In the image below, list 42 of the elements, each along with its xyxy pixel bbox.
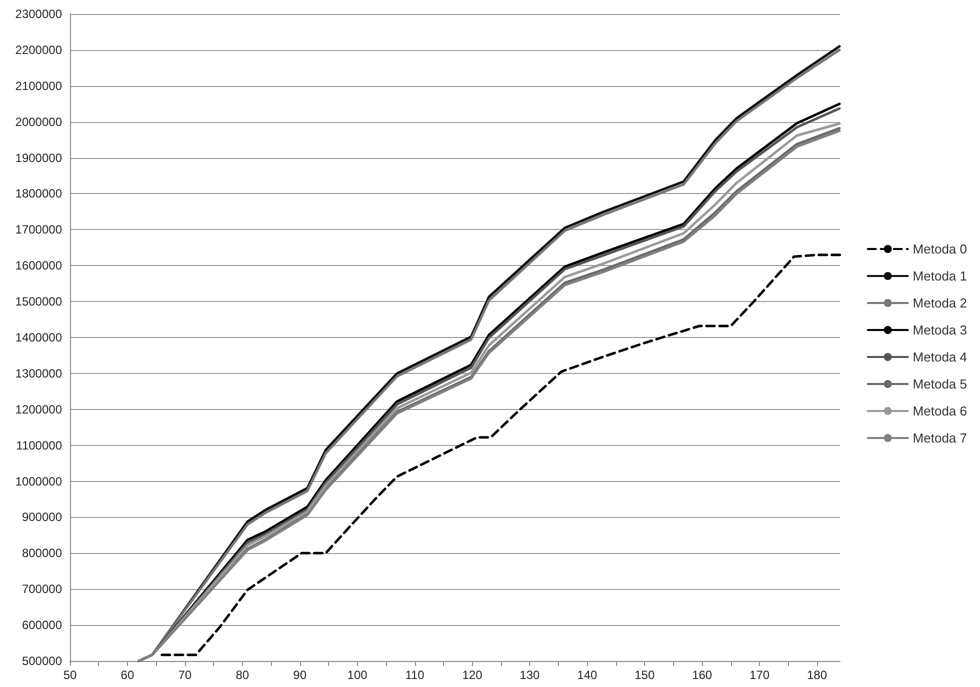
y-tick-label: 600000 (22, 618, 62, 632)
x-tick-label: 140 (577, 668, 598, 682)
x-tick-label: 60 (120, 668, 134, 682)
legend-label: Metoda 7 (912, 430, 967, 446)
x-tick-label: 50 (63, 668, 77, 682)
y-tick-label: 1000000 (15, 474, 62, 488)
y-tick-label: 1800000 (15, 186, 62, 201)
y-tick-label: 2300000 (15, 7, 62, 21)
y-tick-label: 2100000 (15, 78, 62, 93)
y-tick-label: 2000000 (15, 114, 62, 129)
x-tick-label: 100 (347, 668, 368, 682)
y-tick-label: 1300000 (15, 366, 62, 380)
y-tick-label: 1500000 (15, 294, 62, 309)
y-tick-label: 1600000 (15, 258, 62, 273)
x-tick-label: 70 (178, 668, 192, 682)
y-tick-label: 2200000 (15, 42, 62, 57)
legend-label: Metoda 2 (912, 296, 967, 310)
y-tick-label: 900000 (22, 510, 62, 524)
y-tick-label: 700000 (22, 582, 62, 596)
legend-label: Metoda 5 (912, 376, 967, 392)
y-tick-label: 1900000 (15, 150, 62, 165)
x-tick-label: 120 (462, 668, 483, 682)
x-tick-label: 80 (236, 668, 250, 682)
x-tick-label: 130 (520, 668, 540, 682)
x-tick-label: 150 (634, 668, 655, 682)
y-tick-label: 1200000 (15, 402, 62, 416)
legend-label: Metoda 4 (912, 350, 967, 364)
x-tick-label: 180 (807, 668, 828, 682)
legend-label: Metoda 6 (912, 404, 967, 418)
x-tick-label: 160 (692, 668, 712, 682)
legend-label: Metoda 1 (912, 268, 967, 284)
x-tick-label: 110 (405, 668, 425, 682)
y-tick-label: 500000 (22, 654, 62, 668)
x-tick-label: 90 (293, 668, 307, 682)
y-tick-label: 1400000 (15, 330, 62, 344)
y-tick-label: 1700000 (15, 222, 62, 237)
line-series (160, 254, 842, 656)
legend-label: Metoda 3 (912, 322, 967, 338)
y-tick-label: 1100000 (16, 438, 62, 452)
x-tick-label: 170 (750, 668, 770, 682)
y-tick-label: 800000 (22, 546, 62, 560)
legend-label: Metoda 0 (912, 242, 967, 256)
